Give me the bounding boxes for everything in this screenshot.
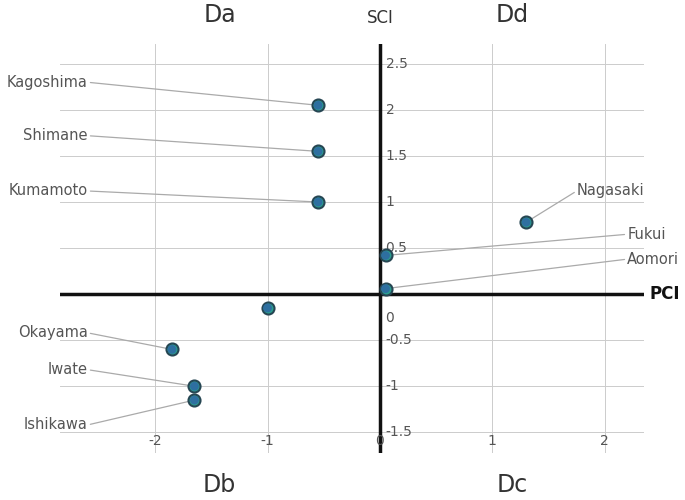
Text: 0: 0: [375, 434, 384, 448]
Text: 2: 2: [601, 434, 609, 448]
Point: [166, 346, 177, 354]
Text: 1.5: 1.5: [386, 149, 408, 163]
Point: [312, 148, 323, 156]
Text: Aomori: Aomori: [627, 252, 680, 266]
Point: [521, 218, 532, 226]
Point: [262, 304, 273, 312]
Text: Kagoshima: Kagoshima: [7, 75, 88, 90]
Text: 1: 1: [488, 434, 497, 448]
Point: [521, 218, 532, 226]
Text: -1: -1: [386, 380, 399, 394]
Point: [312, 102, 323, 110]
Point: [189, 382, 200, 390]
Text: Dc: Dc: [497, 473, 527, 497]
Point: [189, 382, 200, 390]
Point: [312, 198, 323, 206]
Text: Okayama: Okayama: [18, 326, 88, 340]
Text: 0: 0: [386, 310, 395, 324]
Text: Ishikawa: Ishikawa: [24, 418, 88, 432]
Text: 2.5: 2.5: [386, 57, 408, 71]
Text: -0.5: -0.5: [386, 333, 412, 347]
Point: [380, 284, 391, 292]
Text: Shimane: Shimane: [23, 128, 88, 143]
Text: SCI: SCI: [366, 9, 393, 27]
Point: [262, 304, 273, 312]
Point: [312, 102, 323, 110]
Point: [312, 198, 323, 206]
Text: -1: -1: [260, 434, 275, 448]
Text: 0.5: 0.5: [386, 241, 408, 255]
Text: Fukui: Fukui: [627, 227, 666, 242]
Text: 2: 2: [386, 103, 395, 117]
Text: -1.5: -1.5: [386, 426, 412, 440]
Text: Nagasaki: Nagasaki: [577, 184, 645, 198]
Text: -2: -2: [148, 434, 162, 448]
Point: [189, 396, 200, 404]
Text: Iwate: Iwate: [48, 362, 88, 377]
Text: PCI: PCI: [650, 285, 680, 303]
Point: [380, 252, 391, 260]
Point: [312, 148, 323, 156]
Text: Kumamoto: Kumamoto: [8, 184, 88, 198]
Text: 1: 1: [386, 195, 395, 209]
Text: Da: Da: [203, 3, 236, 27]
Point: [380, 252, 391, 260]
Text: Db: Db: [203, 473, 236, 497]
Point: [166, 346, 177, 354]
Point: [380, 284, 391, 292]
Point: [189, 396, 200, 404]
Text: Dd: Dd: [495, 3, 529, 27]
